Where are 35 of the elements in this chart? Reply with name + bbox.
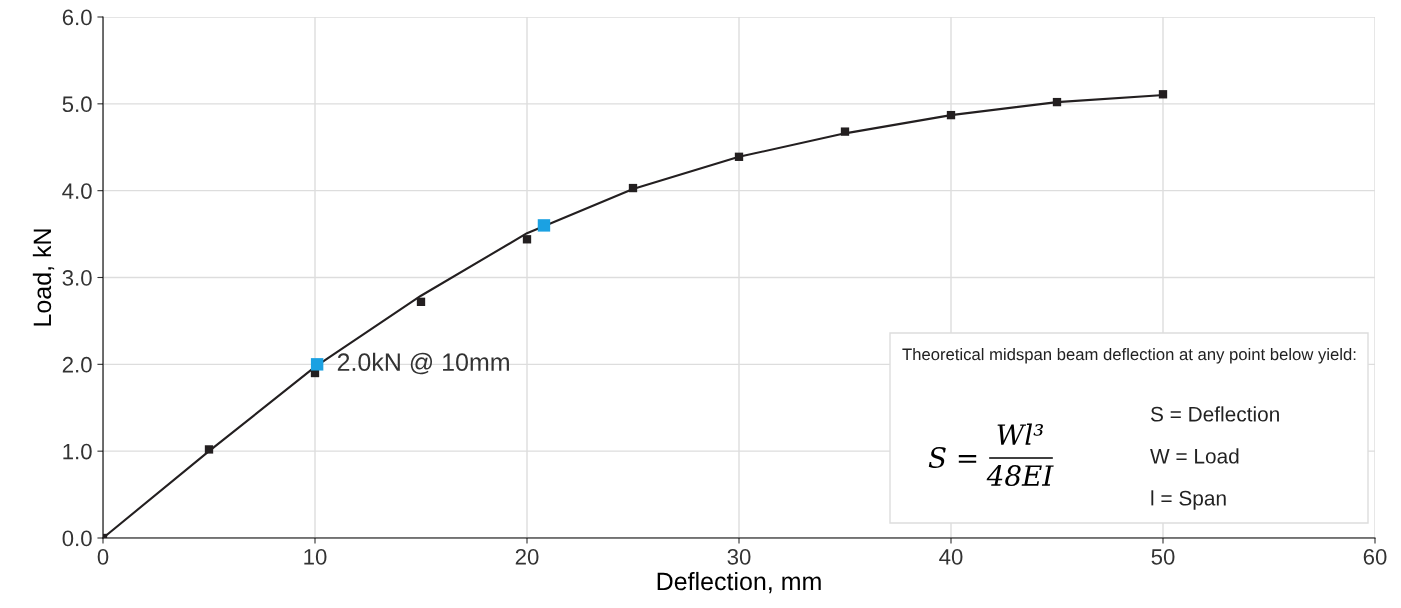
annotation: W = Load — [1150, 448, 1239, 464]
point — [204, 445, 214, 454]
annotation: S = — [928, 447, 977, 469]
y-tick-label: 6.0 — [62, 9, 92, 26]
y-tick-label: 4.0 — [62, 183, 92, 199]
point — [522, 235, 532, 244]
y-tick-label: 0.0 — [62, 530, 92, 547]
y-tick-label: 2.0 — [62, 356, 92, 373]
x-tick-label: 50 — [1151, 549, 1175, 565]
point — [1158, 90, 1168, 99]
point — [537, 219, 551, 232]
annotation: Wl³ — [997, 423, 1043, 445]
x-tick-label: 10 — [304, 549, 327, 565]
point — [840, 127, 850, 136]
y-tick-label: 5.0 — [62, 96, 92, 113]
annotation: 2.0kN @ 10mm — [337, 352, 509, 375]
annotation: S = Deflection — [1150, 406, 1279, 422]
point — [734, 152, 744, 161]
x-tick-label: 60 — [1363, 549, 1387, 565]
point — [310, 358, 324, 371]
point — [1052, 97, 1062, 107]
x-tick-label: 30 — [727, 549, 751, 565]
point — [946, 110, 956, 120]
annotation: Theoretical midspan beam deflection at any point below yield: — [902, 348, 1356, 364]
y-axis-title: Load, kN — [32, 229, 55, 326]
x-tick-label: 40 — [939, 549, 963, 565]
point — [628, 183, 638, 193]
y-tick-label: 1.0 — [63, 443, 92, 460]
annotation: 48EI — [986, 465, 1054, 487]
x-axis-title: Deflection, mm — [657, 571, 821, 594]
x-tick-label: 0 — [97, 549, 109, 565]
x-tick-label: 20 — [515, 549, 539, 565]
annotation: l = Span — [1151, 490, 1226, 510]
y-tick-label: 3.0 — [62, 270, 92, 286]
point — [416, 297, 426, 306]
